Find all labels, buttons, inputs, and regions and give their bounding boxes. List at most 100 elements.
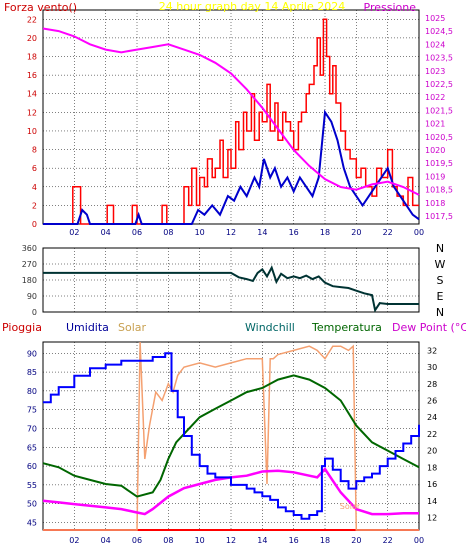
direction-compass-label: E xyxy=(437,290,444,303)
pressure-y-tick-label: 1018,5 xyxy=(425,186,453,195)
humidity-y-tick-label: 85 xyxy=(27,368,37,377)
wind-x-tick-label: 04 xyxy=(101,228,111,237)
humidity-y-tick-label: 65 xyxy=(27,443,37,452)
wind-direction-line xyxy=(43,265,419,313)
pressure-y-tick-label: 1024 xyxy=(425,40,445,49)
wind-y-tick-label: 12 xyxy=(27,108,37,117)
wind-y-tick-label: 16 xyxy=(27,71,37,80)
humidity-line xyxy=(43,352,420,520)
temperature-y-tick-label: 12 xyxy=(427,513,437,522)
wind-x-tick-label: 16 xyxy=(289,228,299,237)
wind-x-tick-label: 14 xyxy=(257,228,267,237)
pressure-y-tick-label: 1023,5 xyxy=(425,54,453,63)
temperature-y-tick-label: 30 xyxy=(427,363,437,372)
pressure-y-tick-label: 1017,5 xyxy=(425,212,453,221)
wind-x-tick-label: 02 xyxy=(69,228,79,237)
temperature-y-tick-label: 20 xyxy=(427,447,437,456)
pressure-y-tick-label: 1025 xyxy=(425,14,445,23)
dewpoint-line xyxy=(42,466,419,516)
solar-line xyxy=(43,341,419,531)
direction-y-tick-label: 90 xyxy=(27,292,37,301)
wind-y-tick-label: 10 xyxy=(27,127,37,136)
wind-x-tick-label: 12 xyxy=(226,228,236,237)
graph-title: 24 hour graph day 14 Aprile 2024 xyxy=(159,0,346,13)
pressure-y-tick-label: 1022 xyxy=(425,93,445,102)
direction-y-tick-label: 0 xyxy=(32,308,37,317)
wind-gust-line xyxy=(43,18,419,225)
pressure-y-tick-label: 1024,5 xyxy=(425,27,453,36)
wind-x-tick-label: 08 xyxy=(163,228,173,237)
direction-plot-frame xyxy=(42,247,420,313)
temperature-y-tick-label: 18 xyxy=(427,463,437,472)
legend-windchill: Windchill xyxy=(245,321,295,334)
humidity-y-tick-label: 70 xyxy=(27,424,37,433)
legend-pioggia: Pioggia xyxy=(2,321,42,334)
wind-y-tick-label: 0 xyxy=(32,220,37,229)
temp-x-tick-label: 08 xyxy=(163,536,173,545)
humidity-y-tick-label: 45 xyxy=(27,518,37,527)
direction-compass-label: W xyxy=(435,258,446,271)
temp-x-tick-label: 14 xyxy=(257,536,267,545)
wind-x-tick-label: 22 xyxy=(383,228,393,237)
wind-axis-title: Forza vento() xyxy=(4,1,77,14)
pressure-y-tick-label: 1020 xyxy=(425,146,445,155)
temperature-y-tick-label: 28 xyxy=(427,380,437,389)
solar-inline-label: Solar xyxy=(340,502,361,511)
pressure-line xyxy=(42,27,420,196)
humidity-y-tick-label: 60 xyxy=(27,462,37,471)
temp-x-tick-label: 18 xyxy=(320,536,330,545)
direction-compass-label: N xyxy=(436,242,444,255)
pressure-y-tick-label: 1022,5 xyxy=(425,80,453,89)
temp-x-tick-label: 04 xyxy=(101,536,111,545)
pressure-y-tick-label: 1019 xyxy=(425,172,445,181)
direction-compass-label: S xyxy=(437,274,444,287)
direction-y-tick-label: 270 xyxy=(22,260,37,269)
legend-solar: Solar xyxy=(118,321,147,334)
wind-x-tick-label: 18 xyxy=(320,228,330,237)
wind-y-tick-label: 14 xyxy=(27,90,37,99)
wind-x-tick-label: 00 xyxy=(414,228,424,237)
pressure-y-tick-label: 1021,5 xyxy=(425,106,453,115)
temperature-y-tick-label: 16 xyxy=(427,480,437,489)
temperature-y-tick-label: 24 xyxy=(427,413,437,422)
wind-y-tick-label: 6 xyxy=(32,164,37,173)
humidity-y-tick-label: 55 xyxy=(27,481,37,490)
direction-compass-label: N xyxy=(436,306,444,319)
temp-x-tick-label: 22 xyxy=(383,536,393,545)
wind-y-tick-label: 8 xyxy=(32,146,37,155)
wind-y-tick-label: 18 xyxy=(27,53,37,62)
wind-x-tick-label: 20 xyxy=(351,228,361,237)
temperature-y-tick-label: 32 xyxy=(427,346,437,355)
direction-y-tick-label: 360 xyxy=(22,244,37,253)
temp-x-tick-label: 06 xyxy=(132,536,142,545)
wind-x-tick-label: 06 xyxy=(132,228,142,237)
legend-umidita: Umidita xyxy=(66,321,109,334)
wind-x-tick-label: 10 xyxy=(195,228,205,237)
temp-x-tick-label: 00 xyxy=(414,536,424,545)
pressure-axis-title: Pressione xyxy=(364,1,417,14)
wind-plot-frame xyxy=(42,9,420,225)
pressure-y-tick-label: 1021 xyxy=(425,120,445,129)
legend-dewpoint: Dew Point (°C) xyxy=(392,321,466,334)
pressure-y-tick-label: 1019,5 xyxy=(425,159,453,168)
wind-y-tick-label: 20 xyxy=(27,34,37,43)
temp-x-tick-label: 16 xyxy=(289,536,299,545)
pressure-y-tick-label: 1020,5 xyxy=(425,133,453,142)
pressure-y-tick-label: 1018 xyxy=(425,199,445,208)
wind-y-tick-label: 22 xyxy=(27,15,37,24)
humidity-y-tick-label: 90 xyxy=(27,349,37,358)
wind-y-tick-label: 4 xyxy=(32,183,37,192)
wind-y-tick-label: 2 xyxy=(32,201,37,210)
wind-average-line xyxy=(43,109,420,225)
humidity-y-tick-label: 75 xyxy=(27,406,37,415)
legend-temperatura: Temperatura xyxy=(311,321,382,334)
pressure-y-tick-label: 1023 xyxy=(425,67,445,76)
temperature-y-tick-label: 26 xyxy=(427,396,437,405)
temperature-y-tick-label: 14 xyxy=(427,497,437,506)
temp-x-tick-label: 20 xyxy=(351,536,361,545)
humidity-y-tick-label: 50 xyxy=(27,500,37,509)
humidity-y-tick-label: 80 xyxy=(27,387,37,396)
temperature-line xyxy=(42,374,420,498)
